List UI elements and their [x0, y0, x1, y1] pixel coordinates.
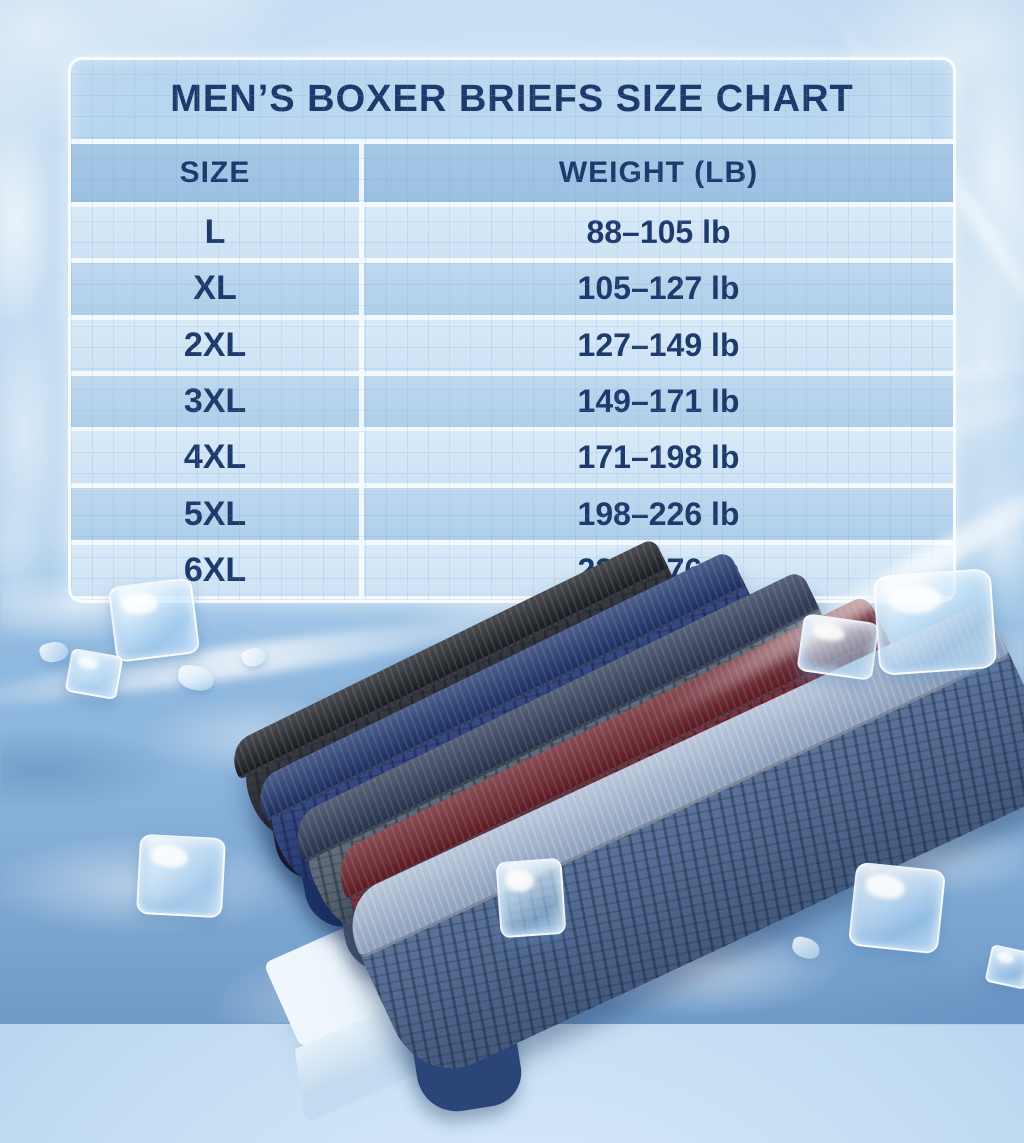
weight-cell: 149–171 lb — [577, 382, 740, 419]
size-chart-panel: MEN’S BOXER BRIEFS SIZE CHART SIZE WEIGH… — [68, 57, 956, 603]
ice-cube — [64, 647, 124, 701]
table-row: L 88–105 lb — [71, 207, 953, 259]
weight-cell: 88–105 lb — [586, 214, 731, 251]
table-row: 3XL 149–171 lb — [71, 375, 953, 428]
size-cell: L — [71, 207, 364, 259]
size-cell: 5XL — [71, 488, 364, 540]
ice-cube — [872, 568, 998, 676]
size-cell: 3XL — [71, 375, 364, 428]
table-row: 4XL 171–198 lb — [71, 432, 953, 484]
size-table: SIZE WEIGHT (LB) L 88–105 lb XL 105–127 … — [71, 139, 953, 600]
size-cell: 4XL — [71, 432, 364, 484]
weight-cell: 105–127 lb — [577, 270, 740, 307]
table-row: XL 105–127 lb — [71, 263, 953, 315]
ice-cube — [107, 577, 201, 663]
ice-cube — [135, 833, 227, 919]
ice-cube — [847, 861, 947, 955]
table-row: 5XL 198–226 lb — [71, 488, 953, 540]
size-cell: 2XL — [71, 319, 364, 371]
size-cell: XL — [71, 263, 364, 315]
weight-column-header: WEIGHT (LB) — [558, 156, 759, 189]
chart-title: MEN’S BOXER BRIEFS SIZE CHART — [170, 78, 854, 120]
poster: MEN’S BOXER BRIEFS SIZE CHART SIZE WEIGH… — [0, 0, 1024, 1024]
table-header-row: SIZE WEIGHT (LB) — [71, 144, 953, 202]
ice-cube — [495, 857, 567, 939]
weight-cell: 198–226 lb — [577, 495, 740, 532]
weight-cell: 127–149 lb — [577, 326, 740, 363]
size-column-header: SIZE — [71, 144, 364, 202]
weight-cell: 171–198 lb — [577, 439, 740, 476]
ice-cube — [796, 612, 880, 682]
table-row: 2XL 127–149 lb — [71, 319, 953, 371]
table-row: 6XL 226–276 lb — [71, 544, 953, 596]
